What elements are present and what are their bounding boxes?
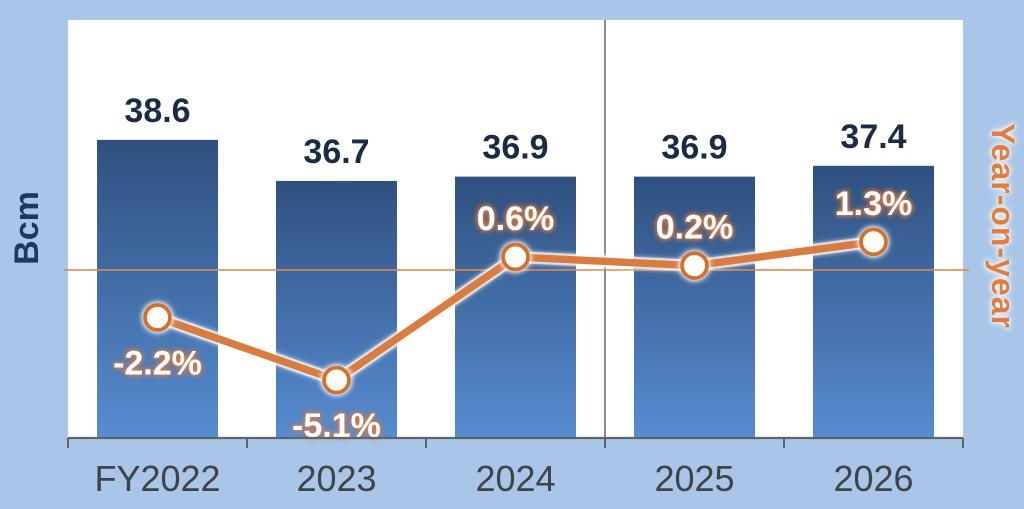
line-value-label: -2.2% xyxy=(113,344,202,382)
bar-value-label: 38.6 xyxy=(124,92,190,130)
line-marker xyxy=(501,242,530,272)
line-marker xyxy=(143,303,172,332)
bar xyxy=(276,180,397,438)
left-axis-title: Bcm xyxy=(8,191,46,265)
x-axis-category-label: FY2022 xyxy=(94,458,220,499)
line-value-label: -5.1% xyxy=(292,407,381,445)
bar xyxy=(634,176,755,438)
bar-value-label: 36.7 xyxy=(303,133,369,171)
bar-value-label: 37.4 xyxy=(840,118,906,156)
bar xyxy=(97,139,218,438)
line-value-label: 1.3% xyxy=(835,185,913,223)
x-axis-category-label: 2026 xyxy=(833,458,913,499)
line-marker xyxy=(859,227,888,257)
bar-value-label: 36.9 xyxy=(661,129,727,167)
x-axis-category-label: 2023 xyxy=(296,458,376,499)
bar-series xyxy=(97,139,934,438)
bar xyxy=(813,165,934,438)
x-axis-ticks xyxy=(67,438,964,448)
x-axis-labels: FY2022 2023 2024 2025 2026 xyxy=(94,458,913,499)
line-marker xyxy=(680,251,709,281)
bar-value-label: 36.9 xyxy=(482,129,548,167)
x-axis-category-label: 2025 xyxy=(654,458,734,499)
right-axis-title: Year-on-year xyxy=(985,123,1021,329)
line-series xyxy=(143,227,888,395)
x-axis-category-label: 2024 xyxy=(475,458,555,499)
line-marker xyxy=(322,365,351,395)
line-value-label: 0.6% xyxy=(477,200,555,238)
line-value-label: 0.2% xyxy=(656,209,734,247)
bar xyxy=(455,176,576,438)
bar-value-labels: 38.6 36.7 36.9 36.9 37.4 xyxy=(124,92,906,171)
